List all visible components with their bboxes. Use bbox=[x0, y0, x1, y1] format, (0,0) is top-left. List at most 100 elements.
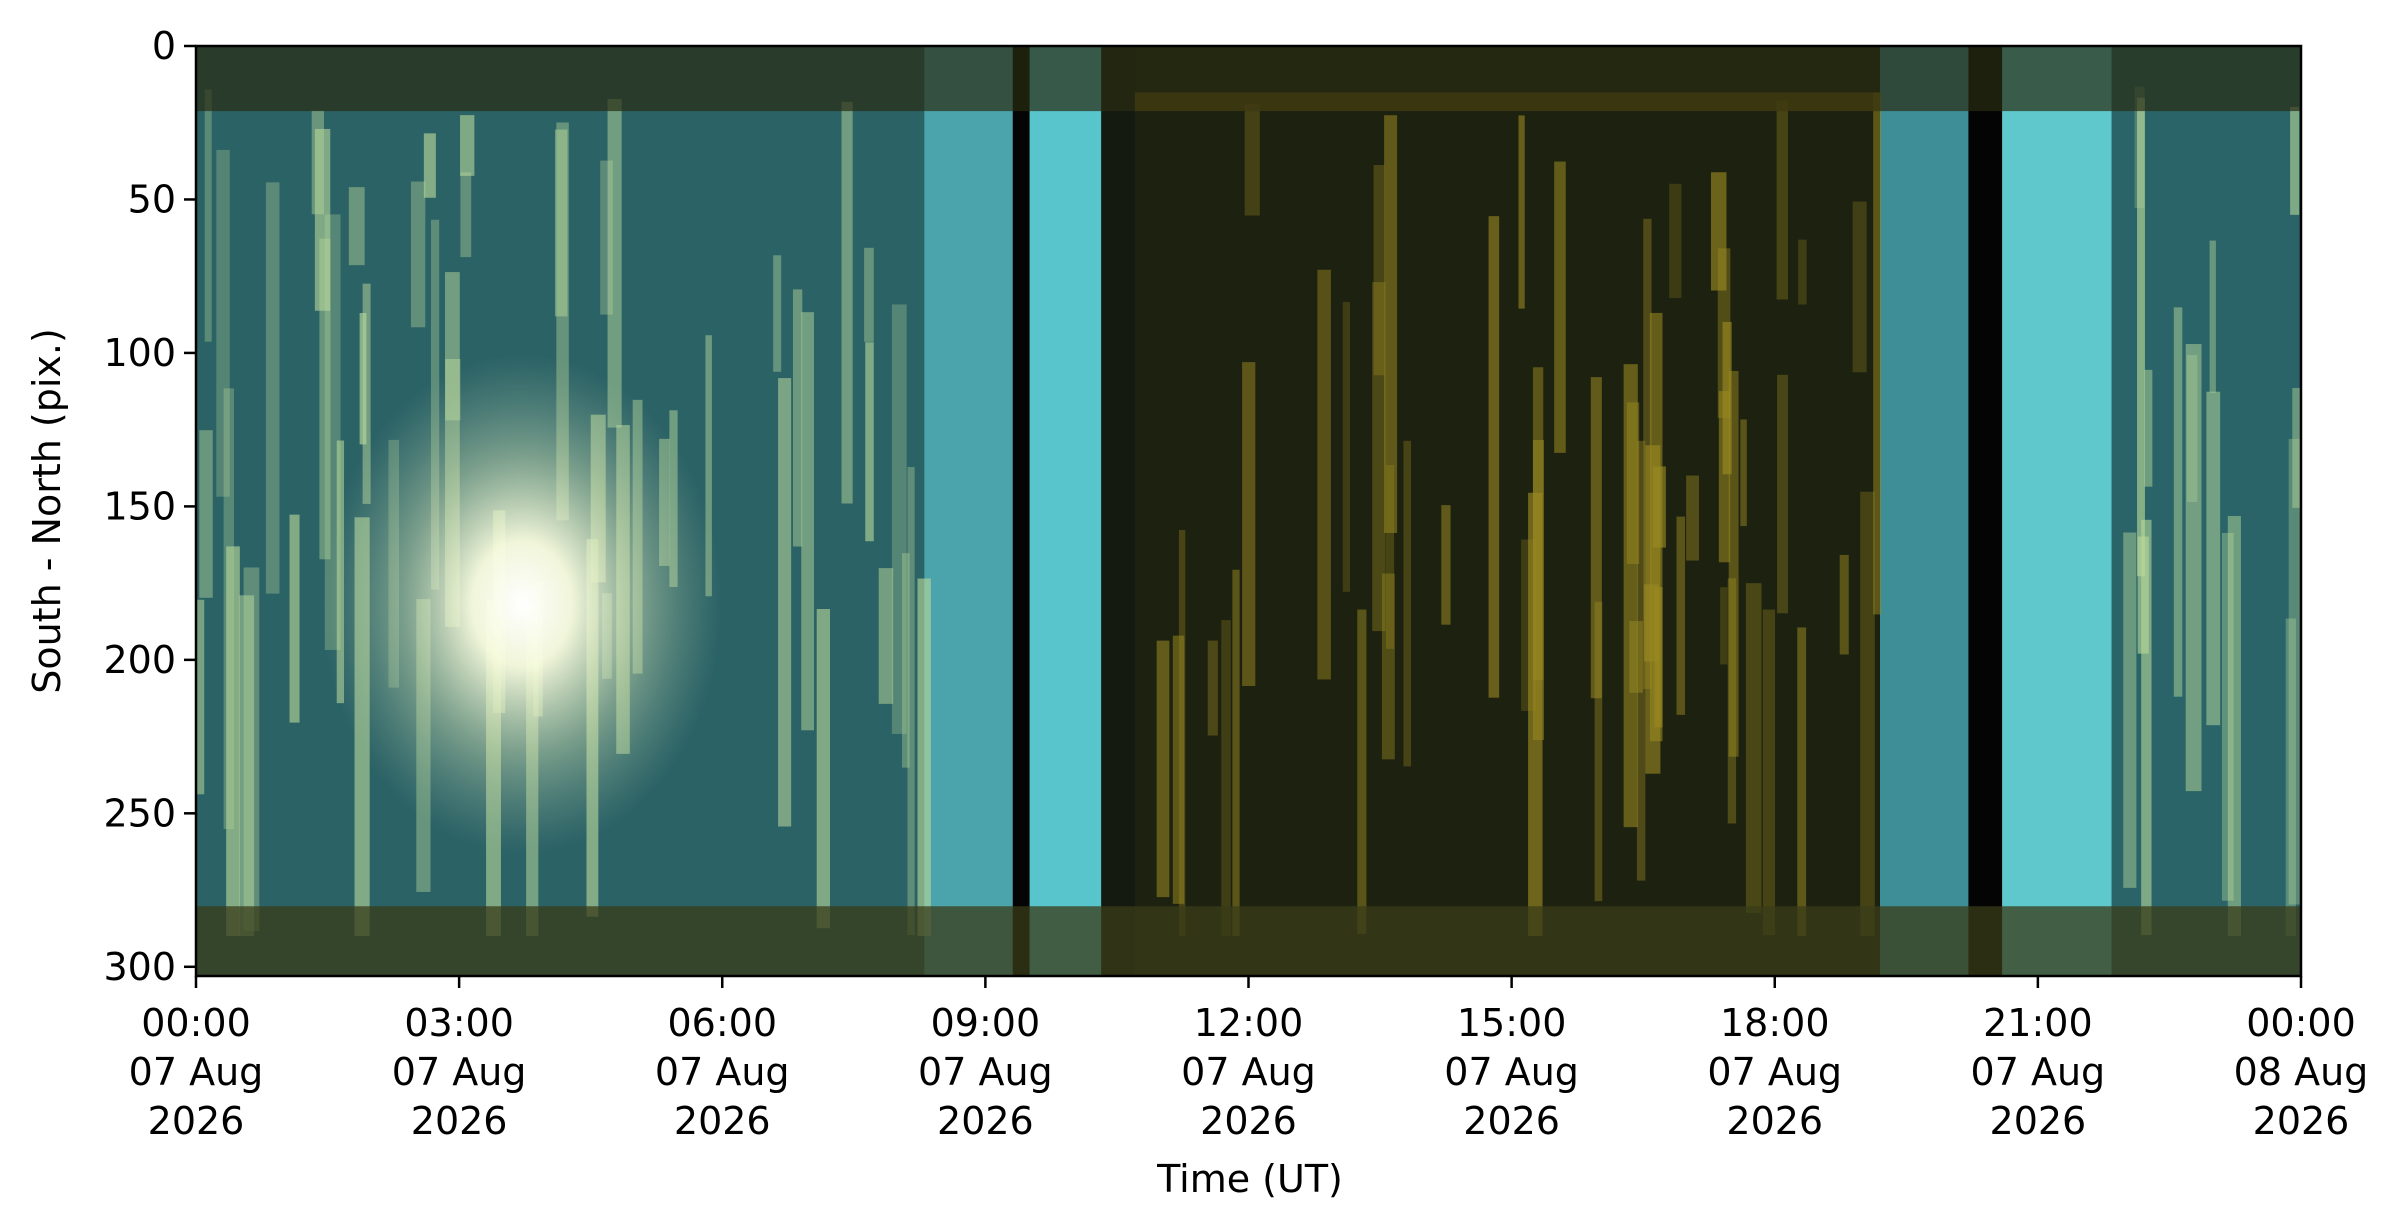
image-streak bbox=[2173, 307, 2183, 697]
x-tick-label: 2026 bbox=[148, 1099, 245, 1143]
image-streak bbox=[1441, 505, 1451, 625]
y-tick-label: 150 bbox=[103, 484, 176, 528]
x-tick-label: 07 Aug bbox=[655, 1050, 790, 1094]
image-streak bbox=[1839, 554, 1849, 655]
image-streak bbox=[2206, 391, 2221, 726]
y-tick-label: 0 bbox=[152, 24, 176, 68]
image-streak bbox=[1710, 172, 1727, 291]
x-tick-label: 2026 bbox=[937, 1099, 1034, 1143]
image-streak bbox=[1554, 161, 1566, 453]
image-streak bbox=[1873, 92, 1882, 615]
image-streak bbox=[289, 514, 300, 723]
image-streak bbox=[1594, 601, 1603, 902]
x-tick-label: 07 Aug bbox=[129, 1050, 264, 1094]
image-streak bbox=[792, 289, 803, 547]
image-streak bbox=[1669, 183, 1682, 299]
image-streak bbox=[705, 335, 712, 597]
image-band bbox=[2002, 46, 2113, 976]
image-streak bbox=[878, 568, 894, 704]
image-streak bbox=[864, 247, 874, 342]
image-streak bbox=[1590, 377, 1602, 699]
image-streak bbox=[1740, 419, 1747, 527]
image-streak bbox=[917, 578, 931, 936]
x-axis-label: Time (UT) bbox=[1156, 1157, 1343, 1201]
image-streak bbox=[1242, 362, 1256, 686]
image-streak bbox=[1342, 301, 1351, 592]
image-streak bbox=[1676, 516, 1686, 715]
image-streak bbox=[1643, 218, 1652, 690]
image-streak bbox=[1317, 269, 1331, 680]
image-glow bbox=[322, 354, 723, 854]
image-streak bbox=[1727, 578, 1737, 824]
image-streak bbox=[1636, 440, 1646, 881]
image-streak bbox=[265, 182, 280, 594]
image-streak bbox=[199, 430, 213, 598]
image-streak bbox=[348, 187, 365, 266]
image-band bbox=[1880, 46, 1970, 976]
image-streak bbox=[1518, 115, 1525, 309]
image-band bbox=[1134, 92, 1880, 112]
image-streak bbox=[2221, 532, 2234, 901]
x-tick-label: 12:00 bbox=[1194, 1001, 1304, 1045]
image-streak bbox=[2292, 388, 2301, 508]
image-streak bbox=[1626, 402, 1640, 564]
x-tick-label: 06:00 bbox=[667, 1001, 777, 1045]
image-band bbox=[1134, 46, 1881, 976]
image-streak bbox=[1528, 492, 1543, 936]
image-streak bbox=[223, 388, 234, 830]
x-tick-label: 07 Aug bbox=[1181, 1050, 1316, 1094]
image-streak bbox=[460, 172, 472, 258]
image-streak bbox=[1798, 239, 1807, 305]
x-tick-label: 07 Aug bbox=[1444, 1050, 1579, 1094]
x-tick-label: 15:00 bbox=[1457, 1001, 1567, 1045]
image-streak bbox=[801, 312, 814, 731]
image-band bbox=[196, 906, 2301, 976]
image-streak bbox=[1385, 465, 1395, 649]
image-streak bbox=[2134, 86, 2145, 209]
image-band bbox=[924, 46, 1014, 976]
image-streak bbox=[2141, 519, 2152, 936]
image-streak bbox=[1403, 440, 1412, 767]
image-streak bbox=[1718, 391, 1731, 563]
image-streak bbox=[1244, 104, 1260, 216]
x-tick-label: 09:00 bbox=[931, 1001, 1041, 1045]
image-streak bbox=[2290, 106, 2300, 215]
image-streak bbox=[773, 255, 782, 372]
image-streak bbox=[362, 283, 371, 504]
image-streak bbox=[1488, 216, 1500, 698]
image-streak bbox=[239, 595, 255, 936]
image-streak bbox=[1686, 475, 1699, 561]
x-tick-label: 00:00 bbox=[141, 1001, 251, 1045]
image-band bbox=[1968, 46, 2004, 976]
image-streak bbox=[216, 149, 230, 497]
image-streak bbox=[1720, 587, 1728, 665]
x-tick-label: 2026 bbox=[1990, 1099, 2087, 1143]
image-streak bbox=[1852, 201, 1867, 373]
image-streak bbox=[1372, 282, 1386, 632]
keogram-image bbox=[196, 46, 2301, 976]
image-streak bbox=[816, 608, 831, 929]
image-streak bbox=[2285, 618, 2296, 936]
x-tick-label: 08 Aug bbox=[2234, 1050, 2369, 1094]
image-streak bbox=[1232, 569, 1240, 936]
image-streak bbox=[1717, 248, 1731, 418]
y-tick-label: 50 bbox=[128, 177, 176, 221]
image-band bbox=[1012, 46, 1031, 976]
image-streak bbox=[410, 181, 426, 328]
image-streak bbox=[1357, 609, 1367, 934]
image-streak bbox=[423, 133, 436, 198]
image-streak bbox=[1384, 115, 1398, 533]
image-streak bbox=[2288, 438, 2301, 905]
image-streak bbox=[2123, 532, 2137, 888]
y-tick-label: 300 bbox=[103, 945, 176, 989]
image-streak bbox=[901, 553, 910, 768]
image-streak bbox=[2227, 516, 2241, 936]
image-streak bbox=[196, 599, 205, 795]
x-tick-label: 07 Aug bbox=[392, 1050, 527, 1094]
x-tick-label: 2026 bbox=[2253, 1099, 2350, 1143]
y-tick-label: 100 bbox=[103, 331, 176, 375]
x-tick-label: 2026 bbox=[1726, 1099, 1823, 1143]
image-streak bbox=[2137, 97, 2145, 577]
image-streak bbox=[1381, 573, 1395, 760]
